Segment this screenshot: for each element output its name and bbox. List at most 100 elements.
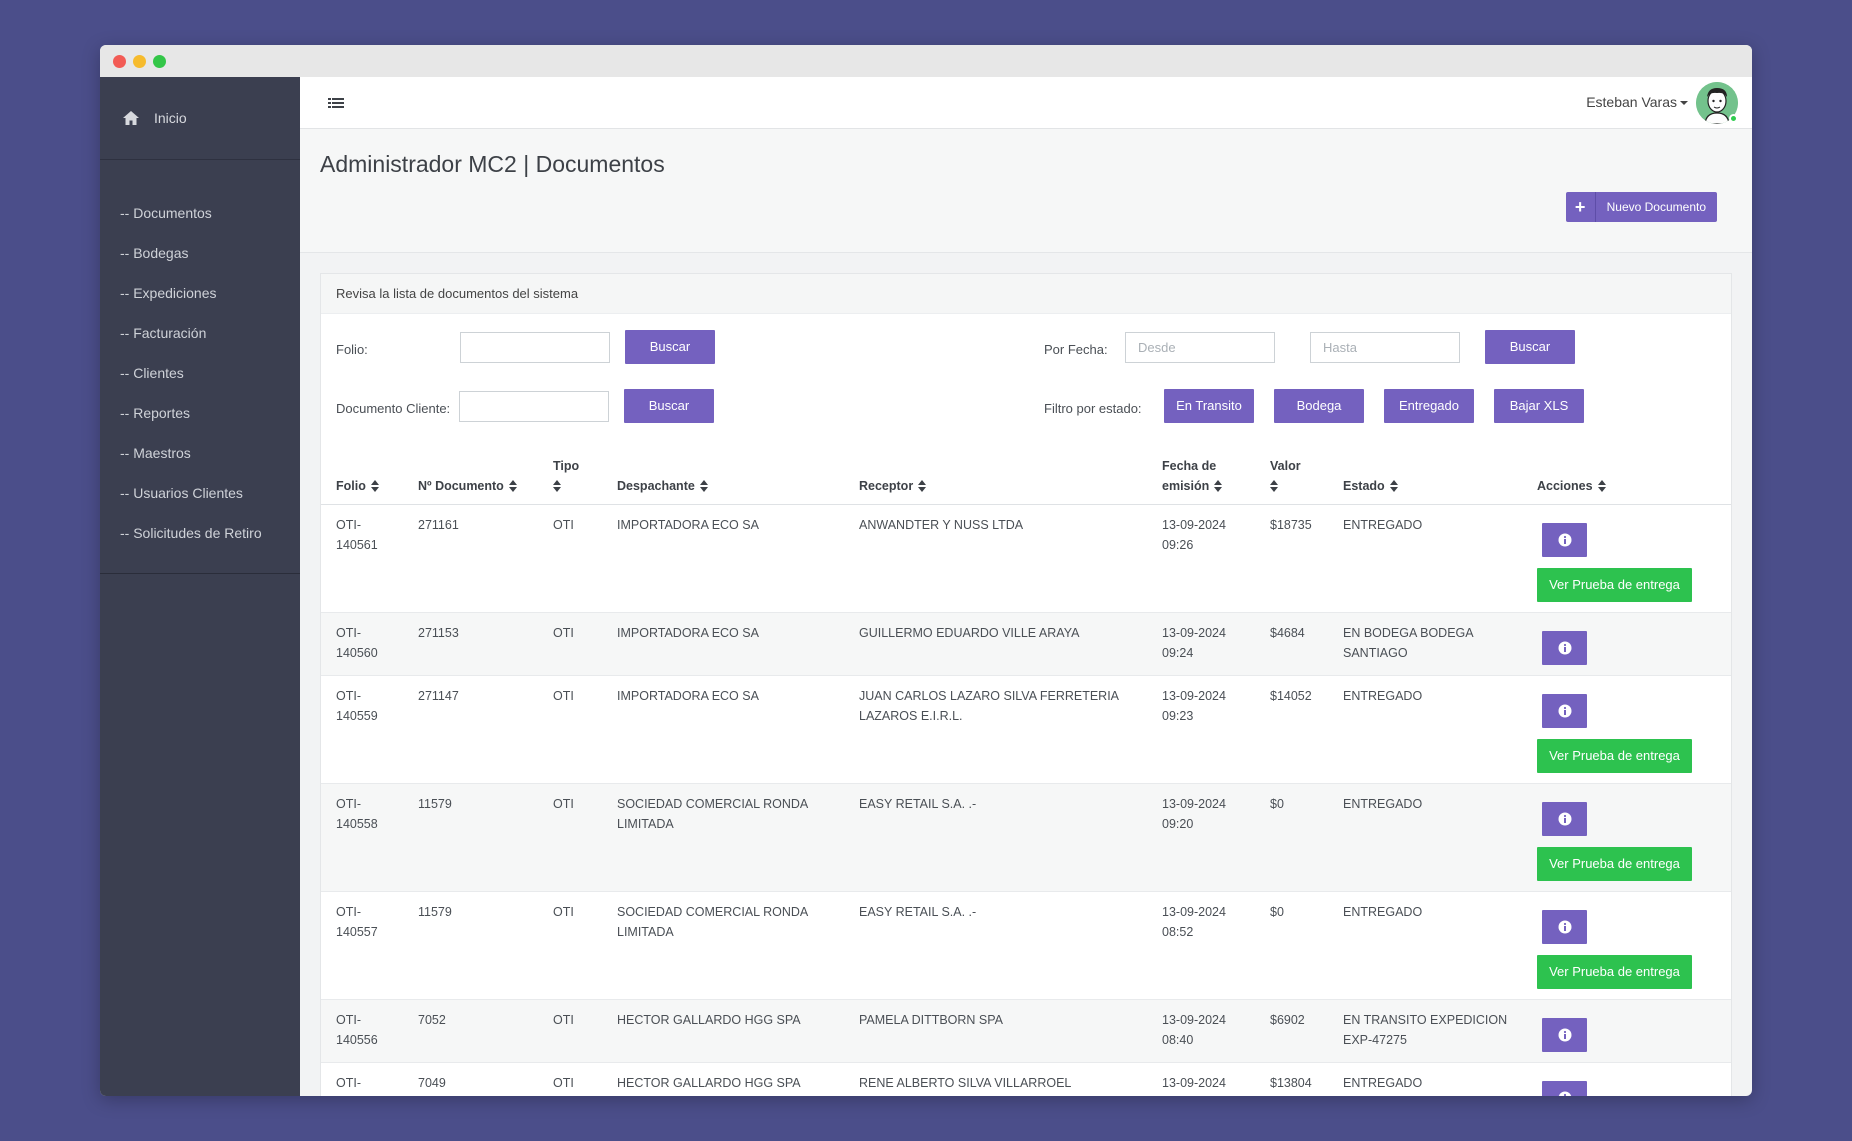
info-button[interactable] [1542, 522, 1587, 557]
sort-icon [370, 480, 379, 493]
sidebar-item-bodegas[interactable]: -- Bodegas [120, 245, 189, 261]
page-title: Administrador MC2 | Documentos [320, 151, 665, 177]
sidebar-item-clientes[interactable]: -- Clientes [120, 365, 184, 381]
sidebar-item-solicitudes-retiro[interactable]: -- Solicitudes de Retiro [120, 525, 262, 541]
info-button[interactable] [1542, 1017, 1587, 1052]
cell-receptor: JUAN CARLOS LAZARO SILVA FERRETERIA LAZA… [859, 688, 1119, 723]
column-header-tipo[interactable]: Tipo [538, 446, 602, 505]
column-header-despachante[interactable]: Despachante [602, 446, 844, 505]
info-icon [1558, 704, 1571, 717]
close-window-button[interactable] [113, 55, 126, 68]
browser-window: Inicio -- Documentos -- Bodegas -- Exped… [100, 45, 1752, 1096]
sidebar-item-usuarios-clientes[interactable]: -- Usuarios Clientes [120, 485, 243, 501]
sidebar-item-inicio[interactable]: Inicio [100, 77, 300, 160]
cell-despachante: IMPORTADORA ECO SA [617, 625, 759, 640]
download-xls-button[interactable]: Bajar XLS [1494, 389, 1584, 423]
documents-table: Folio Nº Documento Tipo Despachante Rece… [321, 446, 1731, 1096]
new-document-label: Nuevo Documento [1606, 200, 1706, 214]
cell-acciones: Ver Prueba de entrega [1522, 504, 1731, 612]
user-name: Esteban Varas [1586, 94, 1677, 110]
cell-tipo: OTI [553, 904, 574, 919]
sidebar-item-expediciones[interactable]: -- Expediciones [120, 285, 217, 301]
cell-receptor: PAMELA DITTBORN SPA [859, 1012, 1004, 1027]
folio-search-button[interactable]: Buscar [625, 330, 715, 364]
cell-despachante: SOCIEDAD COMERCIAL RONDA LIMITADA [617, 796, 808, 831]
view-delivery-proof-button[interactable]: Ver Prueba de entrega [1537, 954, 1692, 989]
info-button[interactable] [1542, 630, 1587, 665]
column-header-estado[interactable]: Estado [1328, 446, 1522, 505]
page-header: Administrador MC2 | Documentos + Nuevo D… [300, 129, 1752, 253]
filter-bodega-button[interactable]: Bodega [1274, 389, 1364, 423]
sidebar-menu: -- Documentos -- Bodegas -- Expediciones… [100, 193, 300, 553]
maximize-window-button[interactable] [153, 55, 166, 68]
avatar[interactable] [1696, 82, 1738, 124]
cell-folio: OTI-140558 [336, 796, 378, 831]
sidebar-item-documentos[interactable]: -- Documentos [120, 205, 212, 221]
user-menu[interactable]: Esteban Varas [1586, 94, 1688, 110]
minimize-window-button[interactable] [133, 55, 146, 68]
view-delivery-proof-button[interactable]: Ver Prueba de entrega [1537, 738, 1692, 773]
cell-valor: $4684 [1270, 625, 1305, 640]
cell-valor: $13804 [1270, 1075, 1312, 1090]
filter-entregado-button[interactable]: Entregado [1384, 389, 1474, 423]
cell-folio: OTI-140557 [336, 904, 378, 939]
sort-icon [699, 480, 708, 493]
cell-doc: 7049 [418, 1075, 446, 1090]
column-header-acciones[interactable]: Acciones [1522, 446, 1731, 505]
cell-estado: ENTREGADO [1343, 688, 1423, 703]
cell-estado: EN BODEGA BODEGA SANTIAGO [1343, 625, 1473, 660]
table-row: OTI-140557 11579 OTI SOCIEDAD COMERCIAL RON… [321, 891, 1731, 999]
info-button[interactable] [1542, 801, 1587, 836]
info-button[interactable] [1542, 693, 1587, 728]
column-header-valor[interactable]: Valor [1255, 446, 1328, 505]
menu-toggle-icon[interactable] [328, 96, 344, 110]
info-button[interactable] [1542, 909, 1587, 944]
documento-cliente-label: Documento Cliente: [336, 401, 451, 416]
table-row: OTI-140555 7049 OTI HECTOR GALLARDO HGG SPA… [321, 1062, 1731, 1096]
sidebar-divider [100, 573, 300, 574]
sort-icon [553, 480, 561, 493]
info-button[interactable] [1542, 1080, 1587, 1096]
sidebar-item-maestros[interactable]: -- Maestros [120, 445, 191, 461]
cell-folio: OTI-140556 [336, 1012, 378, 1047]
cell-receptor: ANWANDTER Y NUSS LTDA [859, 517, 1024, 532]
panel-heading: Revisa la lista de documentos del sistem… [321, 274, 1731, 314]
info-icon [1558, 920, 1571, 933]
info-icon [1558, 1091, 1571, 1096]
cell-receptor: EASY RETAIL S.A. .- [859, 904, 977, 919]
table-row: OTI-140559 271147 OTI IMPORTADORA ECO SA JUA… [321, 675, 1731, 783]
cell-folio: OTI-140561 [336, 517, 378, 552]
view-delivery-proof-button[interactable]: Ver Prueba de entrega [1537, 567, 1692, 602]
filter-en-transito-button[interactable]: En Transito [1164, 389, 1254, 423]
cell-despachante: HECTOR GALLARDO HGG SPA [617, 1075, 801, 1090]
cell-receptor: RENE ALBERTO SILVA VILLARROEL [859, 1075, 1072, 1090]
cell-doc: 271161 [418, 517, 459, 532]
caret-down-icon [1680, 101, 1688, 106]
documento-cliente-input[interactable] [459, 391, 609, 422]
cell-fecha: 13-09-2024 09:24 [1162, 625, 1226, 660]
view-delivery-proof-button[interactable]: Ver Prueba de entrega [1537, 846, 1692, 881]
fecha-search-button[interactable]: Buscar [1485, 330, 1575, 364]
cell-acciones: Ver Prueba de entrega [1522, 891, 1731, 999]
new-document-button[interactable]: + Nuevo Documento [1565, 192, 1717, 222]
sidebar-item-facturacion[interactable]: -- Facturación [120, 325, 207, 341]
column-header-receptor[interactable]: Receptor [844, 446, 1147, 505]
hasta-date-input[interactable] [1310, 332, 1460, 363]
column-header-fecha-emision[interactable]: Fecha de emisión [1147, 446, 1255, 505]
folio-input[interactable] [460, 332, 610, 363]
cell-valor: $14052 [1270, 688, 1312, 703]
user-avatar-icon [1696, 82, 1738, 124]
documents-panel: Revisa la lista de documentos del sistem… [320, 273, 1732, 1096]
cell-tipo: OTI [553, 625, 574, 640]
cell-fecha: 13-09-2024 09:23 [1162, 688, 1226, 723]
desde-date-input[interactable] [1125, 332, 1275, 363]
column-header-folio[interactable]: Folio [321, 446, 403, 505]
sort-icon [1597, 480, 1606, 493]
sidebar-item-reportes[interactable]: -- Reportes [120, 405, 191, 421]
fecha-label: Por Fecha: [1044, 342, 1108, 357]
sort-icon [508, 480, 517, 493]
documento-cliente-search-button[interactable]: Buscar [624, 389, 714, 423]
column-header-n-documento[interactable]: Nº Documento [403, 446, 538, 505]
cell-doc: 271147 [418, 688, 459, 703]
cell-acciones: Ver Prueba de entrega [1522, 783, 1731, 891]
